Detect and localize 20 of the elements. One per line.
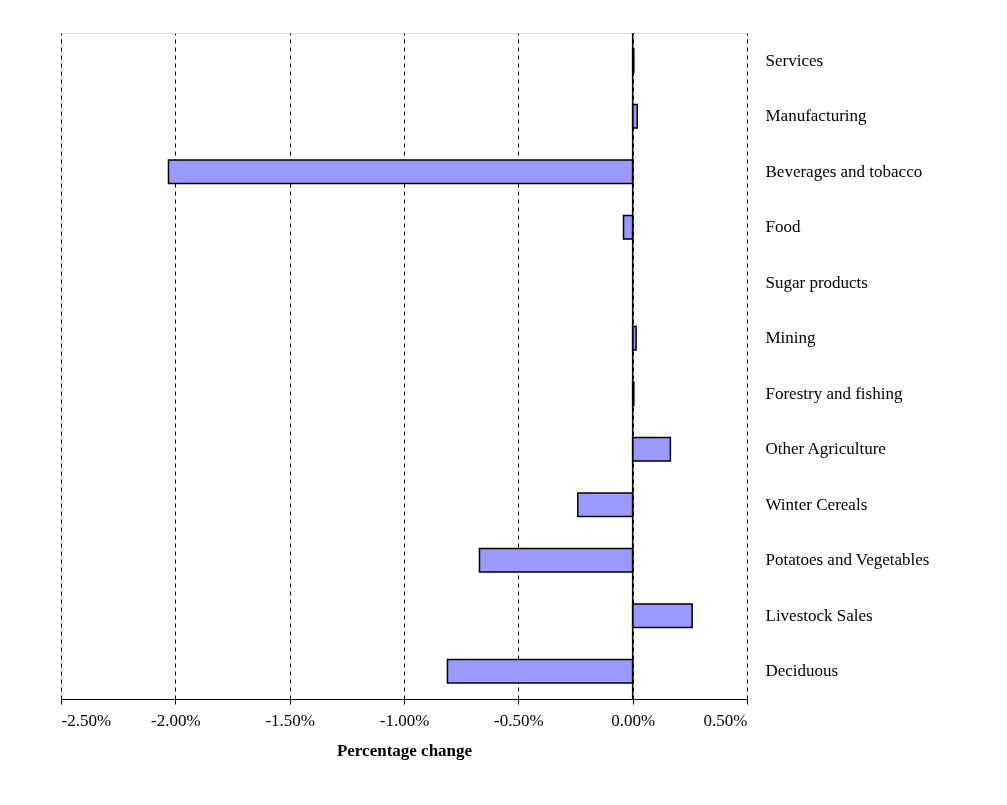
y-tick-label: Food	[765, 217, 801, 237]
y-tick-label: Potatoes and Vegetables	[765, 550, 930, 570]
x-tick-label: -1.50%	[265, 710, 315, 730]
x-tick-label: -2.50%	[61, 710, 112, 730]
y-tick-label: Forestry and fishing	[765, 383, 903, 403]
y-tick-label: Deciduous	[765, 661, 839, 681]
x-tick-label: 0.00%	[611, 710, 656, 730]
y-tick-label: Mining	[765, 328, 817, 348]
y-tick-label: Winter Cereals	[765, 494, 868, 514]
x-tick-label: -1.00%	[379, 710, 430, 730]
x-tick-label: -0.50%	[494, 710, 544, 730]
y-tick-label: Services	[765, 50, 824, 70]
x-axis-title: Percentage change	[336, 740, 473, 760]
y-tick-label: Beverages and tobacco	[765, 161, 923, 181]
y-tick-label: Livestock Sales	[765, 605, 873, 625]
y-tick-label: Manufacturing	[765, 106, 868, 126]
y-tick-label: Other Agriculture	[765, 439, 886, 459]
x-tick-label: -2.00%	[151, 710, 201, 730]
x-tick-label: 0.50%	[703, 710, 748, 730]
y-tick-label: Sugar products	[765, 272, 868, 292]
